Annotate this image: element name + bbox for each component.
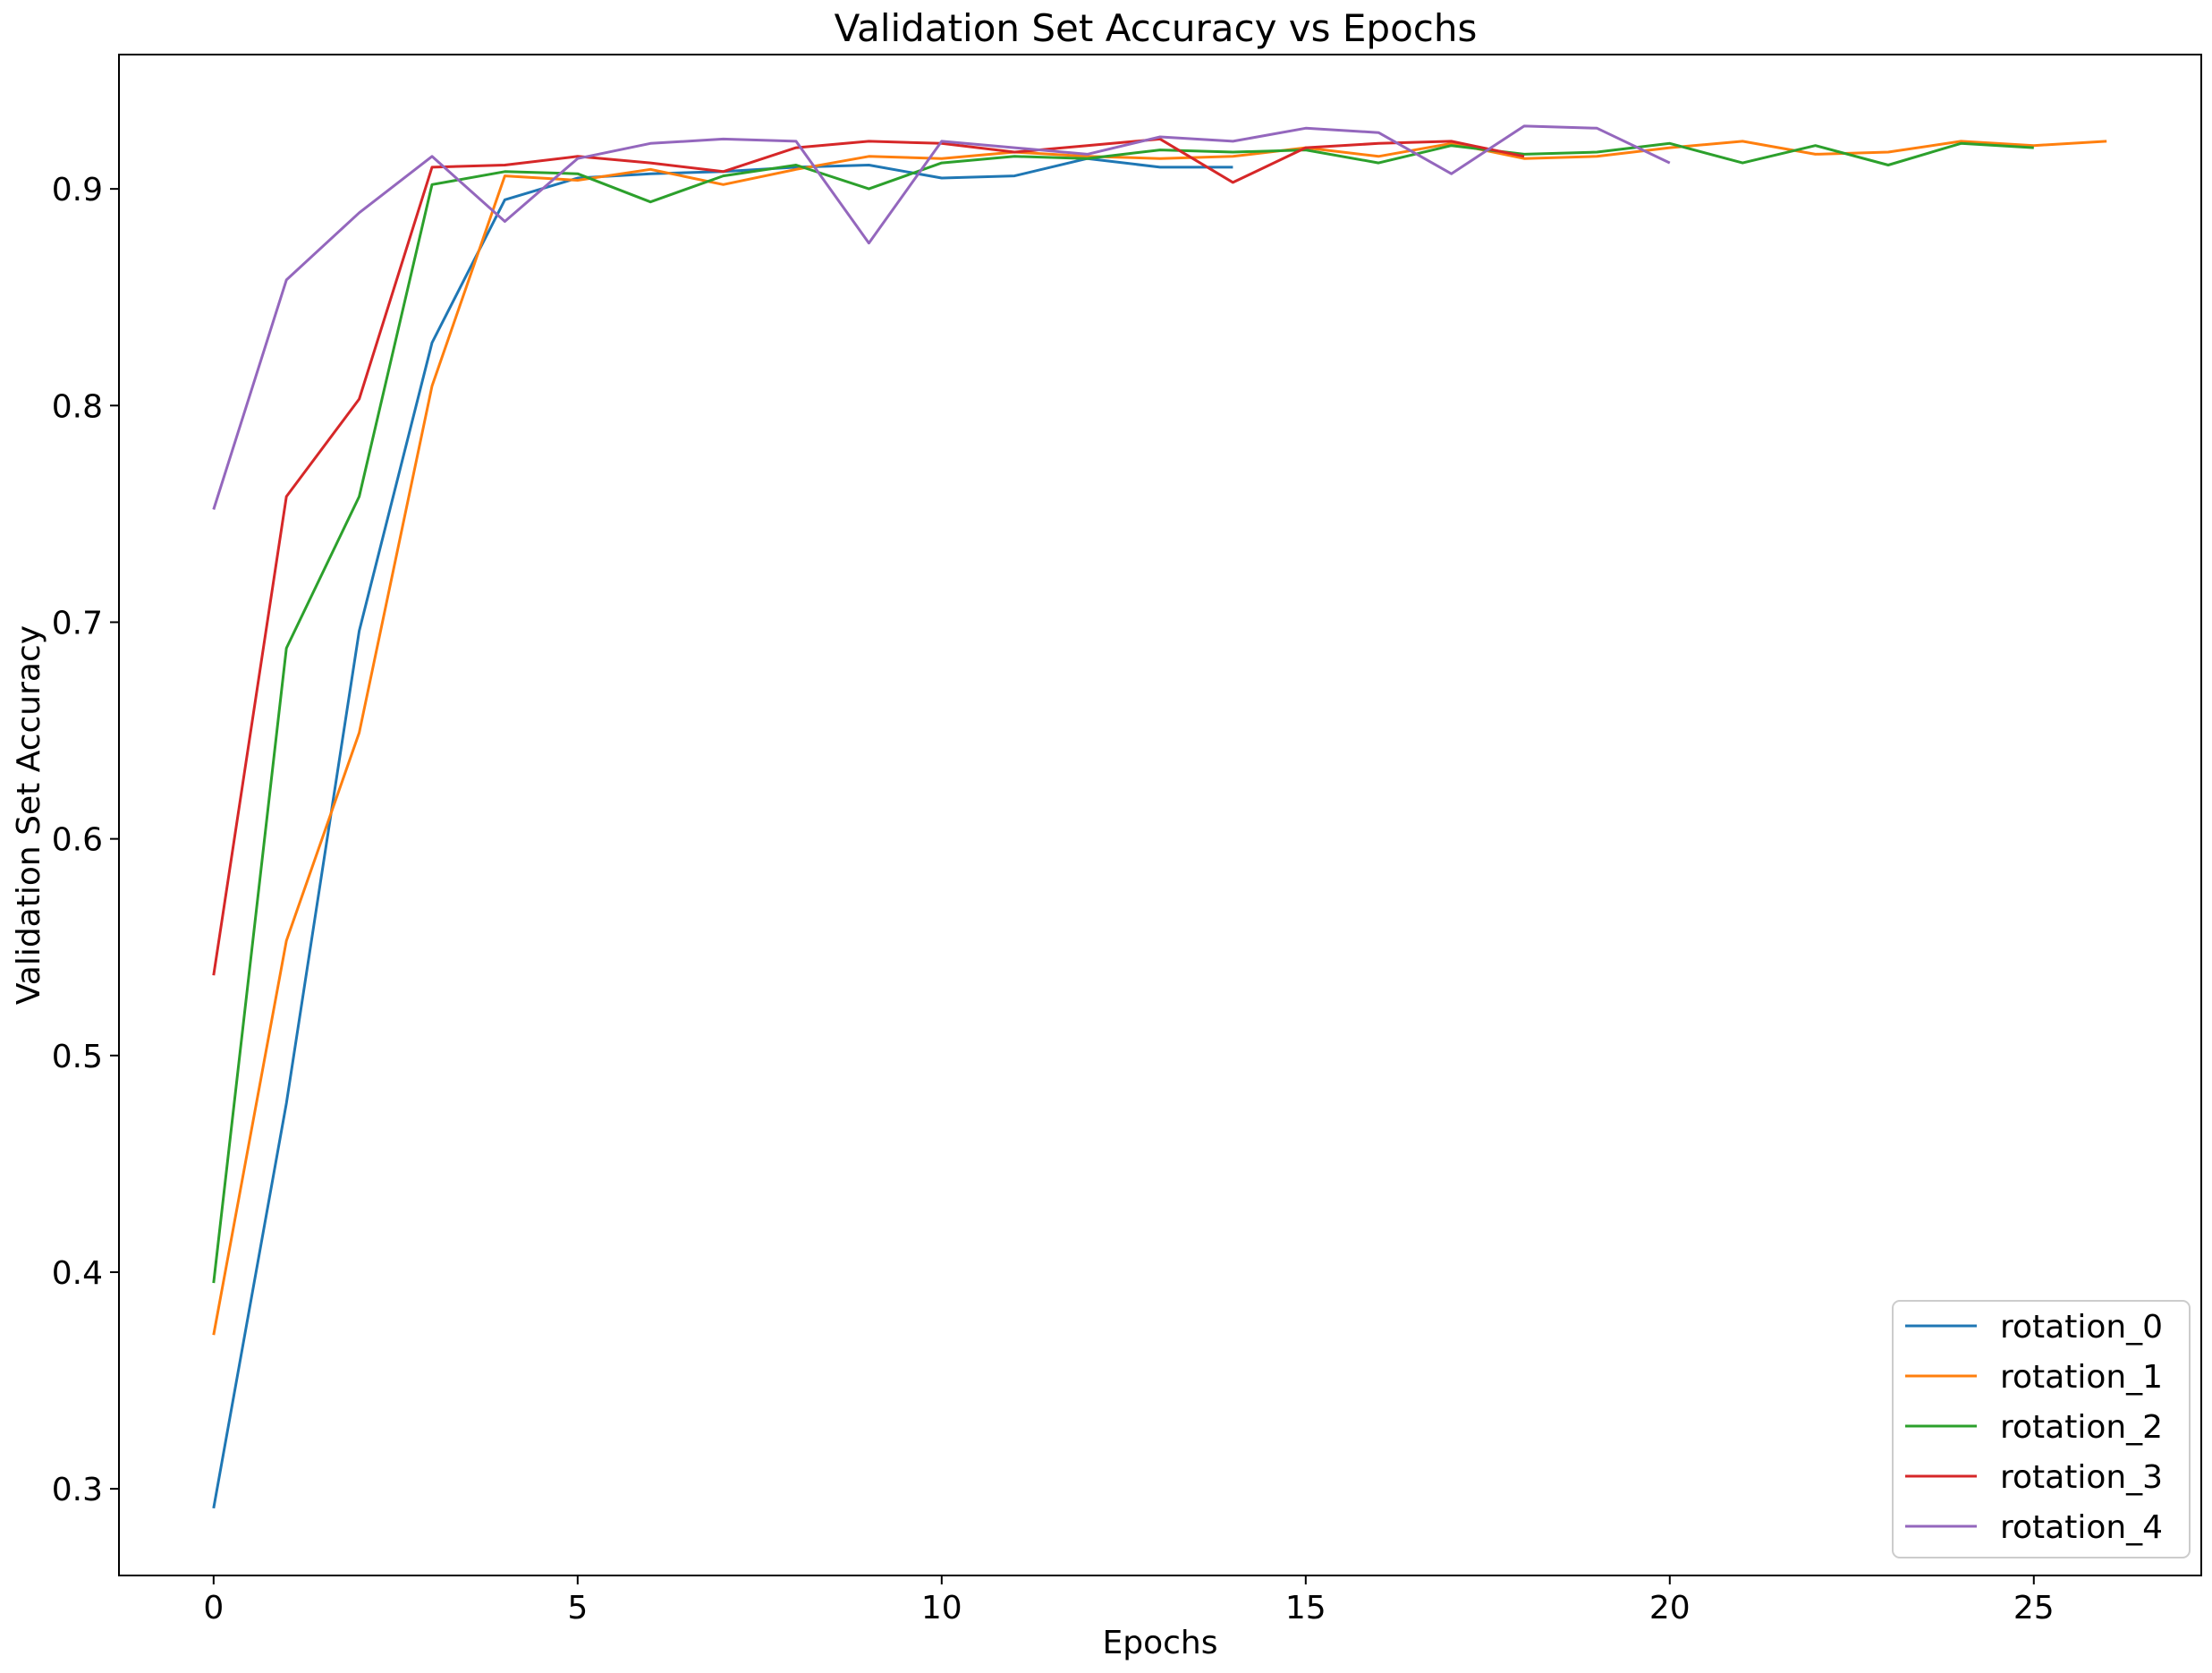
y-tick-label: 0.9 <box>52 172 103 208</box>
plot-frame <box>118 54 2202 1576</box>
legend-box <box>1892 1300 2191 1558</box>
legend-label-rotation_2: rotation_2 <box>2000 1409 2163 1446</box>
series-line-rotation_1 <box>212 140 2107 1336</box>
x-tick-label: 25 <box>2013 1590 2055 1626</box>
series-line-rotation_2 <box>212 141 2034 1284</box>
x-tick-label: 10 <box>921 1590 962 1626</box>
legend-label-rotation_4: rotation_4 <box>2000 1509 2163 1546</box>
series-line-rotation_3 <box>212 137 1525 976</box>
legend-items: rotation_0 rotation_1 rotation_2 rotation_3… <box>1905 1309 2163 1546</box>
legend: rotation_0 rotation_1 rotation_2 rotation_3… <box>1892 1300 2191 1558</box>
plot-lines <box>212 124 2107 1509</box>
y-tick-label: 0.7 <box>52 605 103 641</box>
x-axis-label: Epochs <box>1103 1625 1218 1661</box>
legend-label-rotation_3: rotation_3 <box>2000 1459 2163 1496</box>
series-line-rotation_4 <box>212 124 1671 510</box>
y-tick-label: 0.8 <box>52 388 103 425</box>
y-axis-label: Validation Set Accuracy <box>11 625 47 1005</box>
chart-title: Validation Set Accuracy vs Epochs <box>835 6 1478 50</box>
y-tick-label: 0.6 <box>52 822 103 859</box>
y-tick-label: 0.3 <box>52 1472 103 1508</box>
legend-label-rotation_1: rotation_1 <box>2000 1359 2163 1396</box>
legend-label-rotation_0: rotation_0 <box>2000 1309 2163 1346</box>
x-axis-ticks: 0 5 10 15 20 25 <box>203 1575 2055 1626</box>
y-tick-label: 0.5 <box>52 1039 103 1075</box>
y-axis-ticks: 0.3 0.4 0.5 0.6 0.7 0.8 0.9 <box>52 172 119 1508</box>
y-tick-label: 0.4 <box>52 1255 103 1292</box>
x-tick-label: 0 <box>203 1590 224 1626</box>
x-tick-label: 15 <box>1285 1590 1326 1626</box>
x-tick-label: 5 <box>567 1590 588 1626</box>
x-tick-label: 20 <box>1649 1590 1691 1626</box>
